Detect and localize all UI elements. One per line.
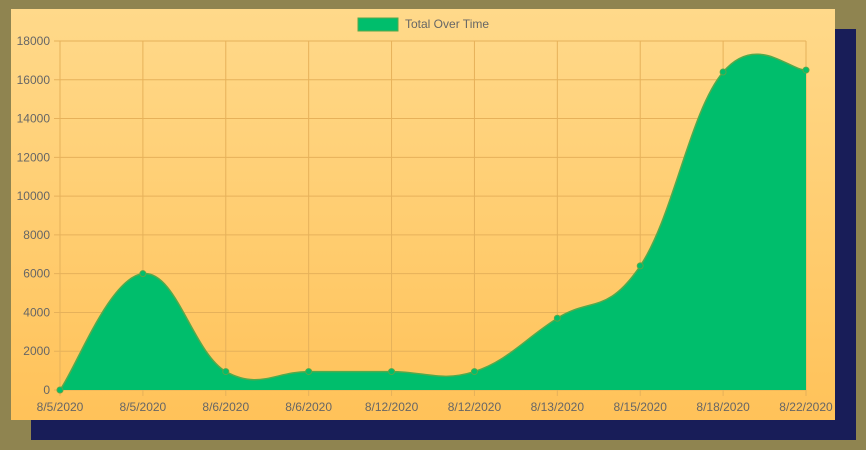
x-tick-label: 8/12/2020 [448,400,502,414]
data-point[interactable] [388,368,396,376]
legend-swatch[interactable] [357,17,399,32]
y-tick-label: 16000 [17,73,51,87]
data-point[interactable] [470,368,478,376]
series-area [59,53,807,391]
x-axis-ticks: 8/5/2020 8/5/2020 8/6/2020 8/6/2020 8/12/202… [37,400,833,414]
data-point[interactable] [305,368,313,376]
legend-label[interactable]: Total Over Time [405,17,489,31]
data-point[interactable] [553,314,561,322]
chart-card: 0 2000 4000 6000 8000 10000 12000 14000 16000 180… [11,9,835,420]
x-tick-label: 8/22/2020 [779,400,833,414]
y-tick-label: 0 [43,383,50,397]
x-tick-label: 8/13/2020 [531,400,585,414]
y-tick-label: 10000 [17,189,51,203]
y-tick-label: 2000 [23,344,50,358]
y-tick-label: 12000 [17,150,51,164]
x-tick-label: 8/6/2020 [285,400,332,414]
x-tick-label: 8/18/2020 [696,400,750,414]
data-point[interactable] [222,368,230,376]
y-axis-ticks: 0 2000 4000 6000 8000 10000 12000 14000 16000 180… [17,34,51,397]
area-chart: 0 2000 4000 6000 8000 10000 12000 14000 16000 180… [17,17,833,414]
series-fill [60,54,806,390]
data-points [56,66,810,394]
series-line [59,53,807,391]
x-tick-label: 8/15/2020 [614,400,668,414]
data-point[interactable] [56,386,64,394]
data-point[interactable] [139,270,147,278]
x-tick-label: 8/12/2020 [365,400,419,414]
x-tick-label: 8/6/2020 [202,400,249,414]
data-point[interactable] [636,262,644,270]
x-tick-label: 8/5/2020 [120,400,167,414]
data-point[interactable] [802,66,810,74]
y-tick-label: 18000 [17,34,51,48]
y-tick-label: 8000 [23,228,50,242]
legend[interactable]: Total Over Time [357,17,489,32]
data-point[interactable] [719,68,727,76]
x-tick-label: 8/5/2020 [37,400,84,414]
y-tick-label: 14000 [17,112,51,126]
y-tick-label: 6000 [23,267,50,281]
y-tick-label: 4000 [23,305,50,319]
